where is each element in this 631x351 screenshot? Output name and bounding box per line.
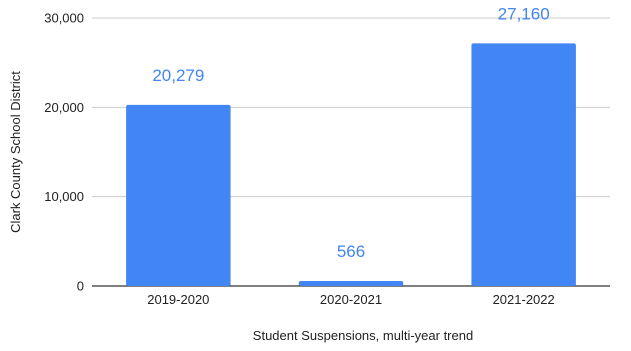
data-label: 20,279	[152, 66, 204, 85]
y-axis-ticks: 0 10,000 20,000 30,000	[44, 11, 84, 294]
data-label: 27,160	[498, 4, 550, 23]
bars	[126, 43, 576, 286]
y-tick-label: 20,000	[44, 100, 84, 115]
bar-2020-2021	[298, 280, 404, 286]
y-tick-label: 30,000	[44, 11, 84, 26]
x-axis-title: Student Suspensions, multi-year trend	[253, 328, 473, 343]
y-axis-title: Clark County School District	[8, 71, 23, 233]
x-tick-label: 2020-2021	[320, 292, 382, 307]
x-tick-label: 2021-2022	[493, 292, 555, 307]
x-axis-ticks: 2019-2020 2020-2021 2021-2022	[147, 292, 555, 307]
y-tick-label: 10,000	[44, 189, 84, 204]
x-tick-label: 2019-2020	[147, 292, 209, 307]
bar-2019-2020	[126, 104, 231, 286]
data-label: 566	[337, 242, 365, 261]
data-labels: 20,279 566 27,160	[152, 4, 549, 261]
y-tick-label: 0	[77, 279, 84, 294]
bar-2021-2022	[471, 43, 576, 286]
